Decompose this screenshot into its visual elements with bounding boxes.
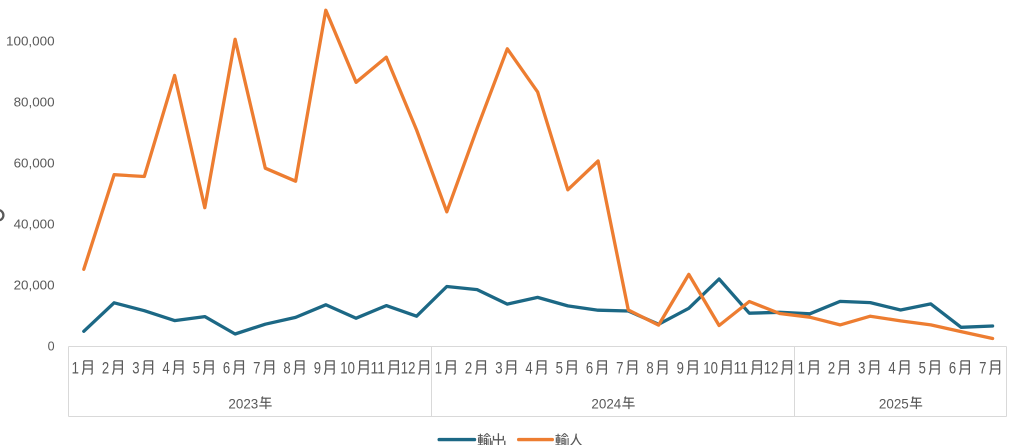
svg-text:40,000: 40,000 [14, 217, 55, 231]
svg-text:7: 7 [616, 359, 623, 378]
svg-text:1: 1 [798, 359, 805, 378]
svg-text:7: 7 [253, 359, 260, 378]
svg-text:9: 9 [314, 359, 321, 378]
svg-text:11: 11 [371, 359, 386, 378]
svg-text:1: 1 [435, 359, 442, 378]
svg-text:0: 0 [48, 339, 55, 353]
svg-text:1: 1 [72, 359, 79, 378]
svg-text:80,000: 80,000 [14, 95, 55, 109]
svg-text:8: 8 [283, 359, 290, 378]
svg-text:2025: 2025 [879, 397, 909, 412]
svg-text:10: 10 [340, 359, 355, 378]
svg-text:6: 6 [223, 359, 230, 378]
svg-text:3: 3 [858, 359, 865, 378]
svg-text:11: 11 [734, 359, 749, 378]
svg-text:9: 9 [677, 359, 684, 378]
svg-text:4: 4 [525, 359, 532, 378]
svg-text:12: 12 [401, 359, 416, 378]
svg-text:2024: 2024 [591, 397, 621, 412]
svg-text:6: 6 [949, 359, 956, 378]
svg-text:2023: 2023 [228, 397, 258, 412]
svg-text:3: 3 [495, 359, 502, 378]
svg-text:20,000: 20,000 [14, 278, 55, 292]
svg-text:4: 4 [888, 359, 895, 378]
svg-text:2: 2 [102, 359, 109, 378]
svg-text:5: 5 [919, 359, 926, 378]
svg-text:5: 5 [193, 359, 200, 378]
svg-text:12: 12 [764, 359, 779, 378]
svg-text:2: 2 [465, 359, 472, 378]
svg-text:6: 6 [586, 359, 593, 378]
svg-text:3: 3 [132, 359, 139, 378]
svg-text:8: 8 [646, 359, 653, 378]
svg-text:2: 2 [828, 359, 835, 378]
svg-text:5: 5 [556, 359, 563, 378]
svg-text:100,000: 100,000 [6, 34, 55, 48]
svg-text:60,000: 60,000 [14, 156, 55, 170]
svg-text:7: 7 [979, 359, 986, 378]
svg-text:4: 4 [162, 359, 169, 378]
svg-text:10: 10 [703, 359, 718, 378]
